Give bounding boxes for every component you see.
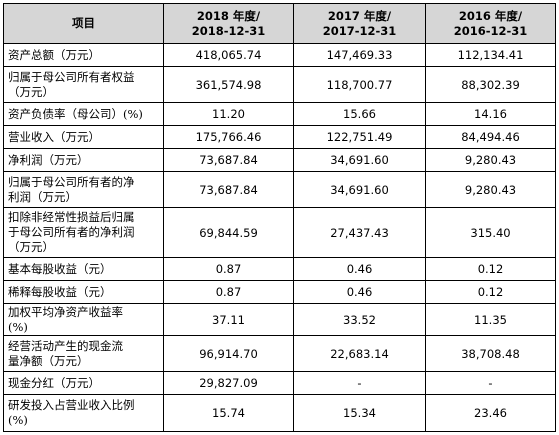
- row-label: 归属于母公司所有者的净 利润（万元）: [3, 171, 164, 208]
- cell-2016: 0.12: [425, 257, 556, 281]
- row-label: 归属于母公司所有者权益 （万元）: [3, 66, 164, 103]
- cell-2018: 11.20: [163, 102, 294, 126]
- cell-2017: 27,437.43: [293, 207, 426, 258]
- cell-2018: 73,687.84: [163, 171, 294, 208]
- cell-2017: 34,691.60: [293, 148, 426, 172]
- cell-2017: 33.52: [293, 303, 426, 336]
- cell-2018: 73,687.84: [163, 148, 294, 172]
- cell-2016: 88,302.39: [425, 66, 556, 103]
- table-row: 基本每股收益（元） 0.87 0.46 0.12: [3, 257, 556, 281]
- cell-2017: 34,691.60: [293, 171, 426, 208]
- cell-2017: 122,751.49: [293, 125, 426, 149]
- row-label: 研发投入占营业收入比例 (%): [3, 394, 164, 432]
- cell-2018: 69,844.59: [163, 207, 294, 258]
- row-label: 营业收入（万元）: [3, 125, 164, 149]
- header-2018: 2018 年度/ 2018-12-31: [163, 3, 294, 44]
- row-label: 净利润（万元）: [3, 148, 164, 172]
- cell-2017: 147,469.33: [293, 43, 426, 67]
- cell-2018: 15.74: [163, 394, 294, 432]
- cell-2018: 37.11: [163, 303, 294, 336]
- cell-2018: 175,766.46: [163, 125, 294, 149]
- row-label: 经营活动产生的现金流 量净额（万元）: [3, 335, 164, 372]
- cell-2018: 29,827.09: [163, 371, 294, 395]
- cell-2016: 14.16: [425, 102, 556, 126]
- row-label: 资产负债率（母公司）(%): [3, 102, 164, 126]
- cell-2016: 38,708.48: [425, 335, 556, 372]
- table-row: 资产总额（万元） 418,065.74 147,469.33 112,134.4…: [3, 43, 556, 67]
- cell-2016: 112,134.41: [425, 43, 556, 67]
- table-row: 经营活动产生的现金流 量净额（万元） 96,914.70 22,683.14 3…: [3, 335, 556, 372]
- cell-2018: 0.87: [163, 257, 294, 281]
- cell-2016: 11.35: [425, 303, 556, 336]
- cell-2017: -: [293, 371, 426, 395]
- header-2016: 2016 年度/ 2016-12-31: [425, 3, 556, 44]
- cell-2016: 315.40: [425, 207, 556, 258]
- cell-2016: 9,280.43: [425, 148, 556, 172]
- cell-2017: 15.66: [293, 102, 426, 126]
- table-row: 资产负债率（母公司）(%) 11.20 15.66 14.16: [3, 102, 556, 126]
- cell-2016: 84,494.46: [425, 125, 556, 149]
- cell-2017: 22,683.14: [293, 335, 426, 372]
- header-item: 项目: [3, 3, 164, 44]
- header-2017: 2017 年度/ 2017-12-31: [293, 3, 426, 44]
- row-label: 现金分红（万元）: [3, 371, 164, 395]
- row-label: 扣除非经常性损益后归属 于母公司所有者的净利润 （万元）: [3, 207, 164, 258]
- cell-2018: 96,914.70: [163, 335, 294, 372]
- row-label: 资产总额（万元）: [3, 43, 164, 67]
- row-label: 基本每股收益（元）: [3, 257, 164, 281]
- table-row: 研发投入占营业收入比例 (%) 15.74 15.34 23.46: [3, 394, 556, 432]
- table-row: 净利润（万元） 73,687.84 34,691.60 9,280.43: [3, 148, 556, 172]
- row-label: 加权平均净资产收益率 (%): [3, 303, 164, 336]
- table-row: 归属于母公司所有者权益 （万元） 361,574.98 118,700.77 8…: [3, 66, 556, 103]
- cell-2016: -: [425, 371, 556, 395]
- table-row: 现金分红（万元） 29,827.09 - -: [3, 371, 556, 395]
- cell-2018: 418,065.74: [163, 43, 294, 67]
- table-row: 归属于母公司所有者的净 利润（万元） 73,687.84 34,691.60 9…: [3, 171, 556, 208]
- cell-2018: 361,574.98: [163, 66, 294, 103]
- table-row: 营业收入（万元） 175,766.46 122,751.49 84,494.46: [3, 125, 556, 149]
- table-row: 加权平均净资产收益率 (%) 37.11 33.52 11.35: [3, 303, 556, 336]
- cell-2017: 0.46: [293, 280, 426, 304]
- cell-2016: 0.12: [425, 280, 556, 304]
- cell-2017: 118,700.77: [293, 66, 426, 103]
- cell-2016: 23.46: [425, 394, 556, 432]
- cell-2018: 0.87: [163, 280, 294, 304]
- cell-2016: 9,280.43: [425, 171, 556, 208]
- financial-table: 项目 2018 年度/ 2018-12-31 2017 年度/ 2017-12-…: [3, 3, 556, 432]
- row-label: 稀释每股收益（元）: [3, 280, 164, 304]
- cell-2017: 15.34: [293, 394, 426, 432]
- table-row: 稀释每股收益（元） 0.87 0.46 0.12: [3, 280, 556, 304]
- table-row: 扣除非经常性损益后归属 于母公司所有者的净利润 （万元） 69,844.59 2…: [3, 207, 556, 258]
- cell-2017: 0.46: [293, 257, 426, 281]
- header-row: 项目 2018 年度/ 2018-12-31 2017 年度/ 2017-12-…: [3, 3, 556, 44]
